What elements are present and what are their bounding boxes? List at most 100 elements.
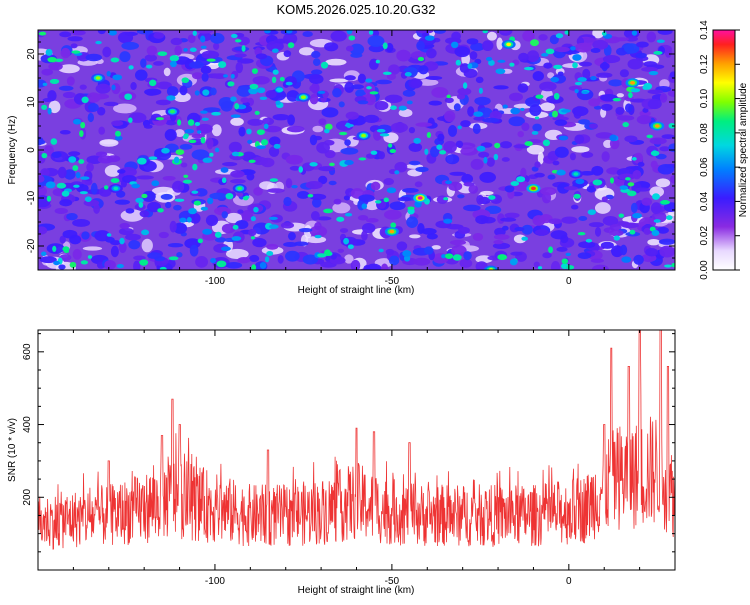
spectrogram-core (50, 138, 58, 145)
spectrogram-core (587, 209, 597, 215)
snr-ytick-label: 200 (22, 488, 33, 505)
spectrogram-core (552, 110, 559, 118)
spectrogram-blob (643, 227, 651, 235)
spectrogram-blob (262, 117, 275, 126)
spectrogram-blob (225, 262, 243, 269)
spectrogram-core (285, 81, 293, 86)
spectrogram-blob (433, 30, 446, 34)
spectrogram-blob (318, 118, 327, 126)
snr-ytick-label: 600 (22, 343, 33, 360)
spectrogram-blob (277, 255, 284, 264)
snr-series-line (38, 330, 675, 550)
spectrogram-blob (69, 234, 82, 245)
spectrogram-core (344, 212, 353, 217)
spectrogram-core (424, 148, 429, 155)
spectrogram-core (47, 107, 52, 115)
spectrogram-blob (54, 207, 68, 215)
spectrogram-blob (445, 154, 460, 165)
spectrogram-core (370, 150, 378, 155)
spectrogram-core (276, 87, 284, 93)
spectrogram-core (182, 134, 189, 140)
spectrogram-blob (454, 46, 471, 58)
spectrogram-blob (249, 254, 260, 263)
spectrogram-core (531, 130, 539, 135)
spectrogram-blob (468, 184, 479, 194)
spectrogram-blob (201, 50, 220, 60)
spectrogram-core (200, 110, 208, 114)
spectrogram-core (473, 111, 484, 117)
spectrogram-core (653, 219, 661, 223)
spectrogram-low-patch (547, 72, 555, 79)
spectrogram-core (413, 137, 421, 144)
spectrogram-blob (619, 69, 629, 78)
spectrogram-core (493, 153, 499, 161)
spectrogram-core (542, 139, 551, 147)
spectrogram-blob (647, 89, 664, 95)
spectrogram-core (202, 228, 213, 235)
spectrogram-blob (237, 36, 250, 46)
spectrogram-blob (345, 111, 359, 120)
spectrogram-blob (189, 244, 199, 257)
spectrogram-core (251, 264, 257, 270)
spectrogram-blob (444, 97, 454, 104)
spectrogram-blob (111, 120, 124, 127)
spectrogram-blob (59, 235, 66, 244)
spectrogram-blob (582, 68, 591, 80)
spectrogram-core (187, 119, 195, 126)
spectrogram-core (383, 197, 389, 203)
spectrogram-blob (144, 54, 158, 62)
spectrogram-core (613, 235, 620, 241)
snr-ytick-label: 400 (22, 416, 33, 433)
spectrogram-blob (561, 216, 578, 224)
spectrogram-core (235, 39, 242, 43)
spectrogram-blob (308, 74, 324, 84)
spectrogram-blob (589, 123, 598, 129)
spectrogram-core (502, 104, 508, 109)
spectrogram-core (78, 159, 85, 164)
spectrogram-blob (38, 175, 45, 183)
spectrogram-core (666, 215, 673, 221)
spectrogram-core (173, 156, 180, 164)
spectrogram-core (41, 152, 48, 159)
spectrogram-blob (394, 161, 408, 173)
spectrogram-core (561, 109, 571, 113)
spectrogram-blob (309, 134, 318, 146)
spectrogram-low-patch (655, 178, 671, 188)
spectrogram-core (69, 261, 77, 268)
spectrogram-core (660, 200, 671, 205)
spectrogram-blob (529, 104, 542, 117)
spectrogram-blob (351, 84, 365, 90)
spectrogram-low-patch (82, 246, 103, 251)
spectrogram-core (441, 254, 447, 259)
spectrogram-blob (373, 129, 382, 141)
spectrogram-low-patch (540, 102, 555, 112)
spectrogram-low-patch (431, 245, 441, 250)
spectrogram-ytick-label: -10 (26, 190, 37, 205)
spectrogram-low-patch (513, 234, 527, 244)
spectrogram-blob (85, 53, 102, 62)
spectrogram-core (138, 202, 144, 208)
spectrogram-low-patch (526, 144, 545, 155)
spectrogram-blob (310, 210, 320, 221)
colorbar-tick-label: 0.06 (699, 157, 710, 177)
spectrogram-core (42, 82, 48, 87)
spectrogram-blob (548, 218, 563, 225)
spectrogram-blob (568, 85, 583, 91)
snr-xlabel: Height of straight line (km) (298, 585, 415, 596)
spectrogram-blob (180, 162, 188, 168)
spectrogram-core (108, 30, 117, 36)
spectrogram-hotspot (413, 193, 428, 203)
spectrogram-core (206, 58, 216, 62)
spectrogram-core (390, 105, 397, 110)
spectrogram-core (61, 190, 70, 197)
spectrogram-core (148, 156, 158, 160)
spectrogram-blob (396, 49, 411, 62)
spectrogram-core (652, 193, 660, 200)
spectrogram-core (128, 117, 133, 123)
spectrogram-blob (532, 123, 542, 132)
spectrogram-blob (388, 64, 400, 75)
spectrogram-blob (210, 33, 225, 44)
spectrogram-core (264, 30, 271, 34)
spectrogram-blob (118, 227, 134, 236)
spectrogram-low-patch (305, 236, 327, 244)
